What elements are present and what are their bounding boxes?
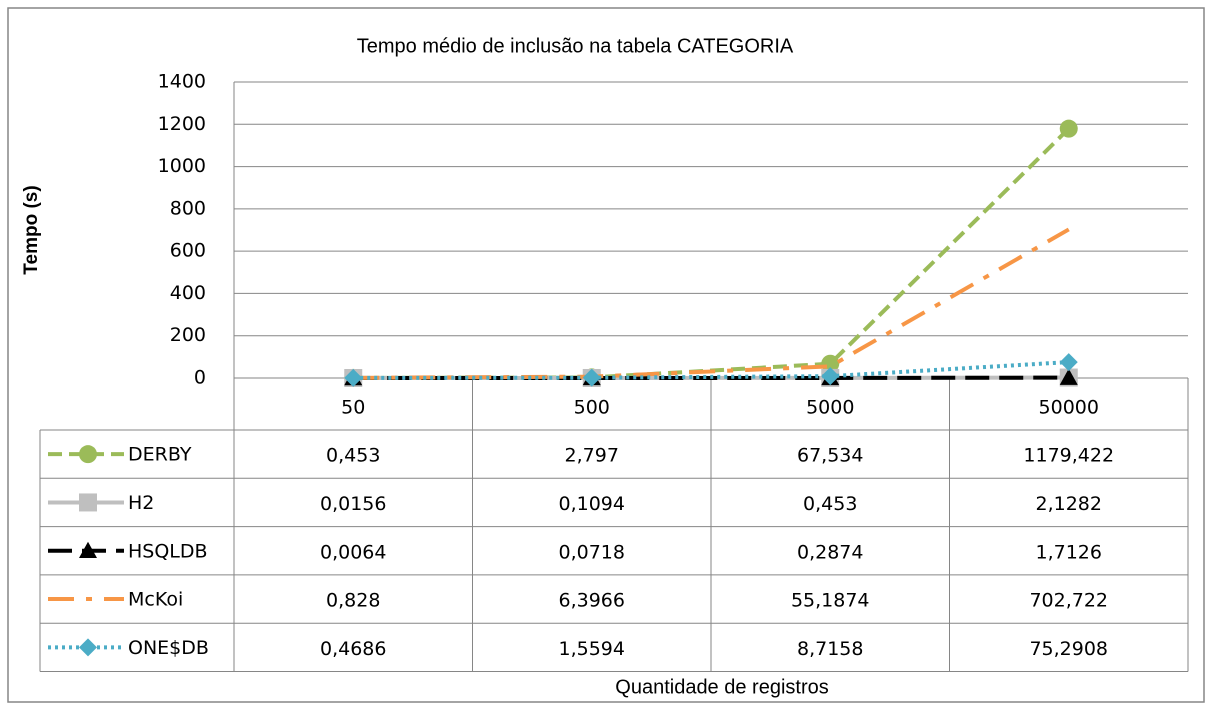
legend-marker: [79, 445, 97, 464]
legend-marker: [79, 638, 97, 657]
legend-marker: [79, 493, 97, 512]
table-cell: 0,0718: [559, 541, 625, 563]
y-tick-label: 600: [170, 240, 206, 262]
x-tick-label: 5000: [806, 397, 854, 419]
table-cell: 0,453: [326, 445, 380, 467]
data-point: [582, 368, 601, 387]
x-tick-label: 50: [341, 397, 365, 419]
y-axis-title: Tempo (s): [21, 185, 42, 274]
chart-border: [7, 7, 1205, 703]
table-cell: 1,5594: [559, 638, 625, 660]
table-cell: 702,722: [1029, 590, 1108, 612]
data-point: [344, 368, 363, 387]
y-tick-label: 200: [170, 324, 206, 346]
y-tick-label: 0: [194, 367, 206, 389]
table-cell: 6,3966: [559, 590, 625, 612]
y-tick-label: 800: [170, 197, 206, 219]
table-cell: 2,1282: [1036, 493, 1102, 515]
data-point: [821, 367, 840, 386]
table-cell: 55,1874: [791, 590, 870, 612]
table-cell: 0,1094: [559, 493, 625, 515]
data-point: [1059, 353, 1078, 372]
series-line: [353, 360, 1069, 380]
x-axis-title: Quantidade de registros: [615, 676, 828, 698]
table-cell: 0,828: [326, 590, 380, 612]
legend-marker: [79, 541, 97, 558]
x-tick-label: 50000: [1039, 397, 1099, 419]
legend-label: DERBY: [128, 444, 192, 466]
table-cell: 2,797: [565, 445, 619, 467]
chart-title: Tempo médio de inclusão na tabela CATEGO…: [357, 35, 794, 57]
x-tick-label: 500: [574, 397, 610, 419]
legend-label: H2: [128, 492, 154, 514]
legend-label: McKoi: [128, 589, 183, 611]
legend-label: HSQLDB: [128, 540, 208, 562]
table-cell: 67,534: [797, 445, 863, 467]
table-cell: 0,2874: [797, 541, 863, 563]
y-tick-label: 1400: [158, 71, 206, 93]
legend-label: ONE$DB: [128, 637, 209, 659]
table-cell: 0,4686: [320, 638, 386, 660]
table-cell: 0,453: [803, 493, 857, 515]
table-cell: 0,0156: [320, 493, 386, 515]
table-cell: 1179,422: [1023, 445, 1114, 467]
data-point: [1059, 119, 1078, 138]
data-point: [1059, 368, 1078, 385]
table-cell: 75,2908: [1029, 638, 1108, 660]
y-tick-label: 400: [170, 282, 206, 304]
table-cell: 8,7158: [797, 638, 863, 660]
table-cell: 0,0064: [320, 541, 386, 563]
y-tick-label: 1200: [158, 113, 206, 135]
y-tick-label: 1000: [158, 155, 206, 177]
table-cell: 1,7126: [1036, 541, 1102, 563]
